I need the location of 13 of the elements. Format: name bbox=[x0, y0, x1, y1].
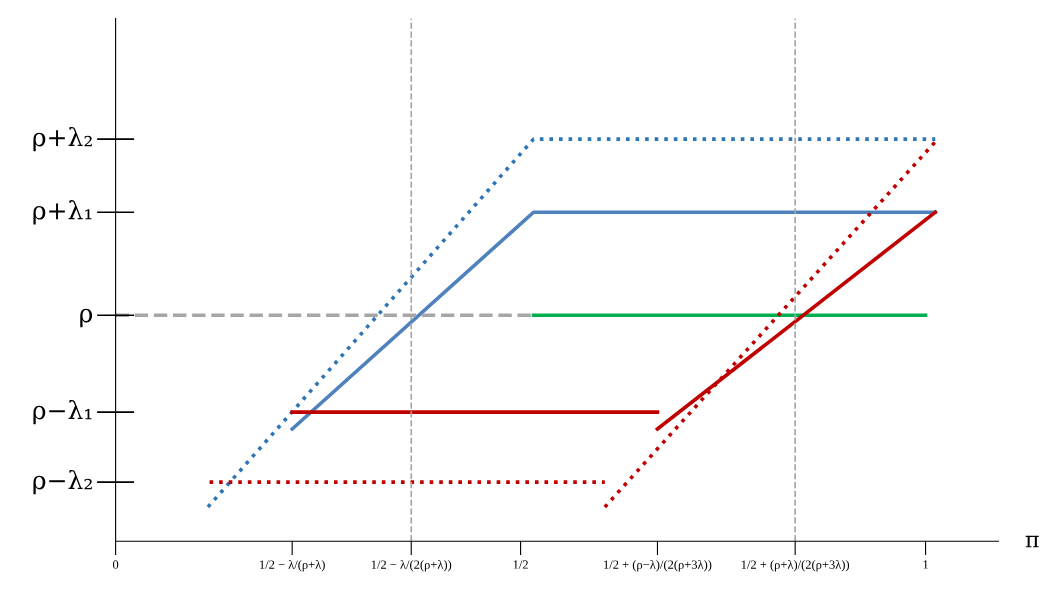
x-tick-label: 1/2 bbox=[513, 560, 528, 569]
ref-line-label: ρ−λ₂ bbox=[33, 469, 92, 495]
x-tick-label: 1 bbox=[923, 560, 928, 569]
ref-line-label: ρ−λ₁ bbox=[33, 399, 92, 425]
x-tick-label: 1/2 + (ρ−λ)/(2(ρ+3λ)) bbox=[604, 559, 712, 572]
x-axis-title: π bbox=[1025, 535, 1039, 548]
ref-line-label: ρ+λ₂ bbox=[33, 126, 92, 152]
ref-line-label: ρ bbox=[80, 308, 93, 328]
x-tick-label: 0 bbox=[112, 560, 119, 569]
x-tick-label: 1/2 − λ/(2(ρ+λ)) bbox=[371, 559, 452, 572]
ref-line-label: ρ+λ₁ bbox=[33, 200, 92, 225]
x-tick-label: 1/2 + (ρ+λ)/(2(ρ+3λ)) bbox=[741, 559, 850, 572]
x-tick-label: 1/2 − λ/(ρ+λ) bbox=[260, 559, 325, 572]
